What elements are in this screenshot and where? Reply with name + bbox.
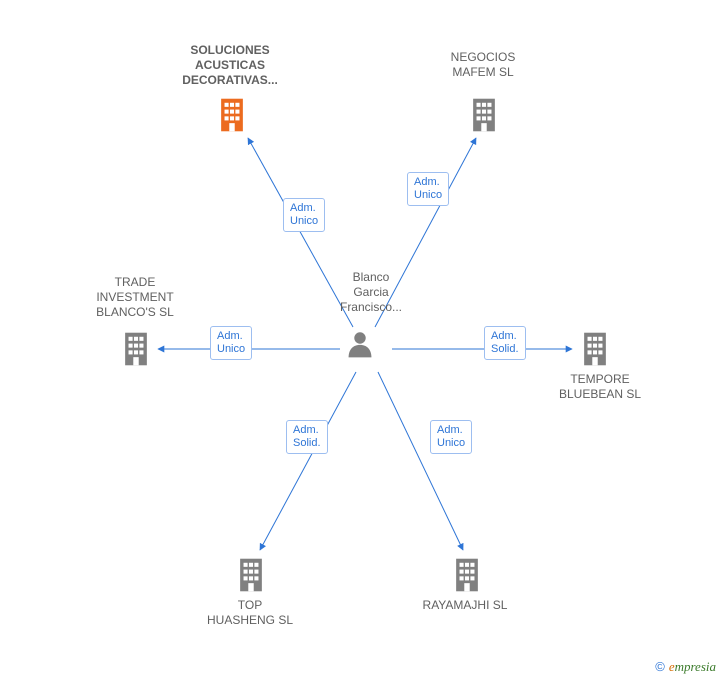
building-icon <box>450 556 484 594</box>
edge-label: Adm. Solid. <box>286 420 328 454</box>
building-icon <box>578 330 612 368</box>
copyright-symbol: © <box>655 659 665 674</box>
edge-label: Adm. Unico <box>407 172 449 206</box>
company-label: NEGOCIOS MAFEM SL <box>438 50 528 80</box>
edge-label: Adm. Unico <box>430 420 472 454</box>
company-label: SOLUCIONES ACUSTICAS DECORATIVAS... <box>170 43 290 88</box>
edge-label: Adm. Unico <box>210 326 252 360</box>
building-icon <box>215 96 249 134</box>
center-person-label: Blanco Garcia Francisco... <box>336 270 406 315</box>
footer-brand: ©empresia <box>655 659 716 675</box>
brand-rest: mpresia <box>675 659 716 674</box>
person-icon <box>346 330 374 362</box>
building-icon <box>119 330 153 368</box>
company-label: TOP HUASHENG SL <box>190 598 310 628</box>
edge-line <box>260 372 356 550</box>
edge-label: Adm. Solid. <box>484 326 526 360</box>
building-icon <box>467 96 501 134</box>
edge-line <box>378 372 463 550</box>
company-label: TEMPORE BLUEBEAN SL <box>550 372 650 402</box>
company-label: RAYAMAJHI SL <box>410 598 520 613</box>
building-icon <box>234 556 268 594</box>
edge-label: Adm. Unico <box>283 198 325 232</box>
company-label: TRADE INVESTMENT BLANCO'S SL <box>85 275 185 320</box>
